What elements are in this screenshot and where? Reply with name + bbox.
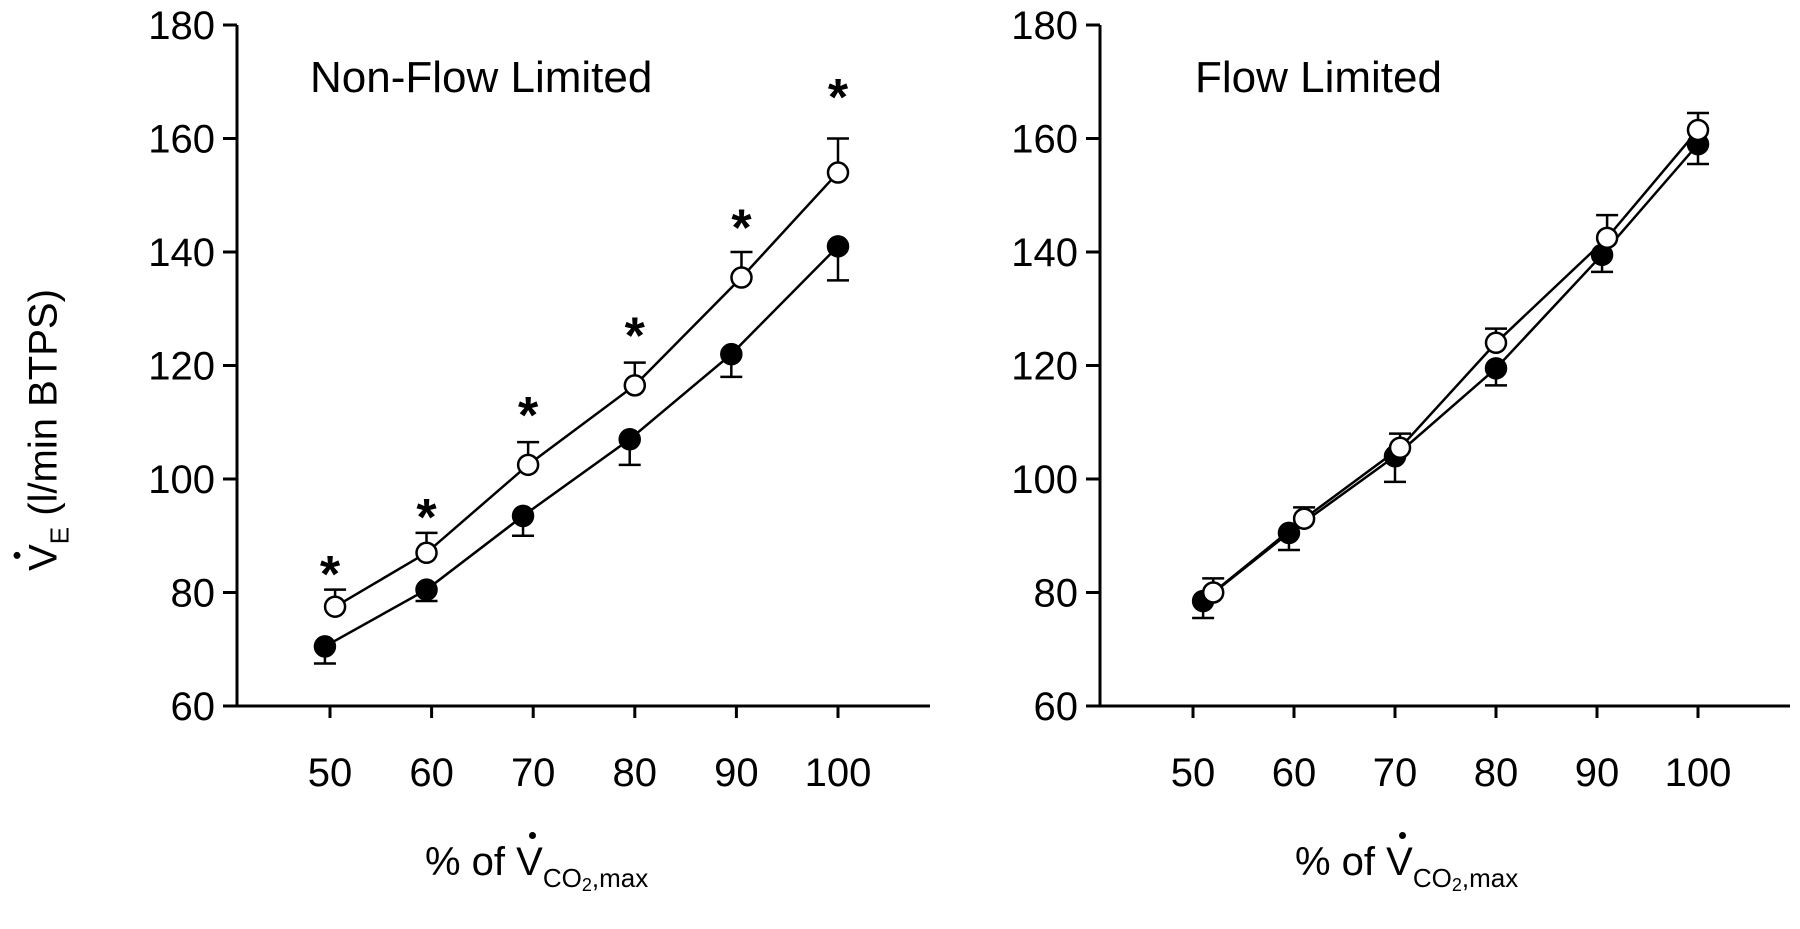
- y-tick-label: 60: [171, 685, 216, 729]
- x-axis-label-subscript-2: 2: [1451, 875, 1462, 895]
- data-point-filled-circle: [313, 635, 337, 658]
- y-tick-label: 160: [148, 118, 215, 162]
- data-point-open-circle: [1595, 226, 1619, 250]
- y-tick-label: 80: [1034, 572, 1079, 616]
- x-axis-label-prefix: % of: [1295, 840, 1387, 884]
- y-tick-label: 120: [1011, 345, 1078, 389]
- significance-asterisk: *: [518, 387, 539, 445]
- y-axis-label: VE (l/min BTPS): [21, 289, 75, 571]
- x-tick-label: 80: [1474, 751, 1519, 795]
- x-axis-label-subscript-2: 2: [581, 875, 592, 895]
- x-axis-label-subscript: CO: [542, 863, 582, 893]
- x-tick-label: 50: [308, 751, 353, 795]
- chart-title: Non-Flow Limited: [310, 53, 652, 102]
- data-point-open-circle: [1292, 507, 1316, 530]
- data-point-open-circle: [826, 161, 850, 184]
- y-tick-label: 140: [148, 231, 215, 275]
- series-line: [334, 171, 839, 608]
- x-tick-label: 60: [1272, 751, 1317, 795]
- data-point-filled-circle: [618, 428, 641, 451]
- significance-asterisk: *: [416, 489, 437, 547]
- x-tick-label: 100: [1665, 751, 1732, 795]
- x-tick-label: 50: [1171, 751, 1216, 795]
- series-filled-circle: [313, 235, 850, 665]
- x-axis-label-subscript-rest: ,max: [591, 863, 649, 893]
- x-axis-label-prefix: % of: [425, 840, 517, 884]
- x-tick-label: 70: [511, 751, 556, 795]
- data-point-open-circle: [1484, 331, 1508, 355]
- y-tick-label: 120: [148, 345, 215, 389]
- data-point-open-circle: [1388, 436, 1412, 460]
- x-axis-label-symbol: V: [1386, 832, 1413, 884]
- y-tick-label: 180: [148, 4, 215, 48]
- data-point-open-circle: [1201, 581, 1225, 604]
- data-point-filled-circle: [720, 342, 743, 366]
- significance-asterisk: *: [731, 200, 752, 258]
- x-tick-label: 70: [1373, 751, 1418, 795]
- y-tick-label: 160: [1011, 118, 1078, 162]
- y-tick-label: 180: [1011, 4, 1078, 48]
- y-tick-label: 100: [1011, 458, 1078, 502]
- data-point-open-circle: [730, 266, 753, 289]
- series-line: [324, 245, 839, 648]
- x-axis-label-left: % of VCO2,max: [425, 832, 648, 895]
- y-axis-label-symbol: V: [21, 544, 66, 571]
- y-tick-label: 60: [1034, 685, 1079, 729]
- x-axis-label-symbol: V: [516, 832, 543, 884]
- significance-asterisk: *: [625, 307, 646, 365]
- x-tick-label: 100: [805, 751, 872, 795]
- y-axis-label-container: VE (l/min BTPS): [8, 120, 80, 740]
- data-point-open-circle: [623, 374, 647, 397]
- x-axis-label-right: % of VCO2,max: [1295, 832, 1518, 895]
- chart-panel-2: 60 80 100 120 140 160 180 50 60 70 80 90 100 Flow Lim…: [1011, 4, 1790, 795]
- data-point-open-circle: [415, 541, 438, 565]
- data-point-filled-circle: [415, 578, 438, 601]
- y-tick-label: 100: [148, 458, 215, 502]
- data-point-filled-circle: [826, 235, 850, 258]
- chart-title: Flow Limited: [1195, 53, 1442, 102]
- y-tick-label: 80: [171, 572, 216, 616]
- x-tick-label: 90: [714, 751, 759, 795]
- data-point-open-circle: [1686, 118, 1710, 142]
- series-line: [1212, 129, 1699, 594]
- y-tick-label: 140: [1011, 231, 1078, 275]
- x-axis-label-subscript: CO: [1412, 863, 1452, 893]
- significance-asterisk: *: [828, 69, 849, 127]
- data-point-filled-circle: [1484, 357, 1508, 380]
- series-line: [1202, 143, 1699, 602]
- x-tick-label: 60: [409, 751, 454, 795]
- series-open-circle: [323, 137, 850, 618]
- data-point-filled-circle: [511, 504, 535, 528]
- x-tick-label: 80: [613, 751, 658, 795]
- significance-asterisk: *: [320, 546, 341, 604]
- y-axis-label-units: (l/min BTPS): [21, 289, 66, 527]
- data-point-open-circle: [323, 595, 347, 618]
- series-open-circle: [1201, 111, 1710, 604]
- x-axis-label-subscript-rest: ,max: [1461, 863, 1519, 893]
- chart-panel-1: 60 80 100 120 140 160 180 50 60 70 80 90 100 Non-Flow…: [148, 4, 930, 795]
- y-axis-label-subscript: E: [44, 526, 75, 545]
- x-tick-label: 90: [1575, 751, 1620, 795]
- data-point-open-circle: [516, 453, 540, 477]
